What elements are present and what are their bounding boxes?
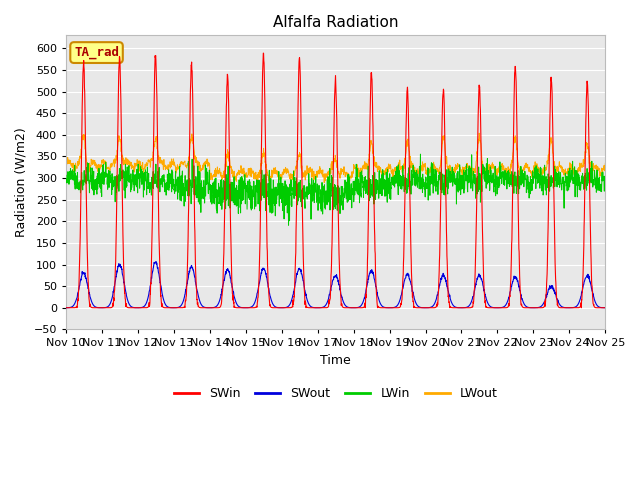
- LWout: [476, 130, 483, 136]
- LWin: [493, 177, 500, 182]
- LWin: [285, 222, 292, 228]
- SWin: [73, 305, 81, 311]
- Line: SWout: SWout: [66, 262, 605, 308]
- SWout: [566, 305, 573, 311]
- Legend: SWin, SWout, LWin, LWout: SWin, SWout, LWin, LWout: [169, 383, 502, 406]
- SWin: [364, 273, 371, 278]
- LWin: [602, 173, 609, 179]
- LWin: [363, 179, 371, 184]
- Text: TA_rad: TA_rad: [74, 46, 119, 59]
- SWin: [62, 305, 70, 311]
- LWout: [351, 165, 359, 170]
- SWout: [212, 303, 220, 309]
- SWin: [212, 305, 220, 311]
- SWout: [62, 305, 70, 311]
- LWout: [493, 167, 500, 172]
- X-axis label: Time: Time: [320, 354, 351, 367]
- LWout: [363, 161, 371, 167]
- SWin: [351, 305, 359, 311]
- SWin: [554, 303, 562, 309]
- SWin: [259, 50, 267, 56]
- SWout: [351, 305, 359, 311]
- LWout: [602, 160, 609, 166]
- SWout: [363, 282, 371, 288]
- Line: SWin: SWin: [66, 53, 605, 308]
- Title: Alfalfa Radiation: Alfalfa Radiation: [273, 15, 398, 30]
- LWin: [351, 185, 359, 191]
- SWout: [493, 305, 500, 311]
- SWin: [569, 305, 577, 311]
- LWin: [417, 151, 424, 157]
- SWin: [493, 305, 500, 311]
- LWin: [62, 176, 70, 181]
- SWout: [569, 305, 577, 311]
- Line: LWin: LWin: [66, 154, 605, 225]
- LWin: [569, 181, 577, 187]
- SWout: [554, 297, 562, 303]
- LWout: [569, 165, 577, 171]
- LWin: [554, 174, 562, 180]
- LWout: [212, 168, 220, 174]
- SWin: [602, 305, 609, 311]
- SWout: [152, 259, 160, 264]
- LWin: [212, 206, 220, 212]
- Line: LWout: LWout: [66, 133, 605, 183]
- LWout: [62, 162, 70, 168]
- SWout: [602, 305, 609, 311]
- LWout: [321, 180, 328, 186]
- LWout: [554, 168, 562, 174]
- Y-axis label: Radiation (W/m2): Radiation (W/m2): [15, 128, 28, 237]
